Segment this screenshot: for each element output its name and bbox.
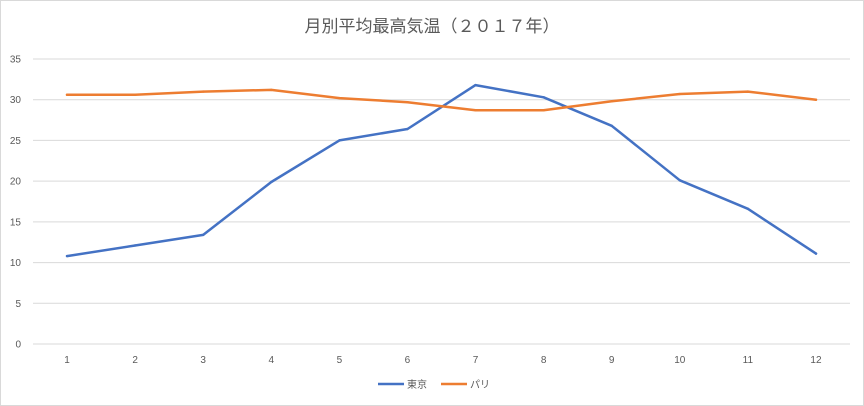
data-point	[678, 92, 681, 96]
data-point	[406, 127, 409, 131]
x-tick-label: 9	[609, 355, 615, 366]
x-tick-label: 6	[405, 355, 411, 366]
x-tick-label: 10	[674, 355, 686, 366]
data-point	[746, 207, 750, 211]
legend-label: 東京	[407, 378, 427, 391]
y-tick-label: 0	[15, 340, 21, 351]
y-tick-label: 5	[15, 299, 21, 310]
data-point	[133, 244, 137, 247]
data-point	[474, 109, 477, 112]
data-point	[406, 100, 409, 104]
legend-label: パリ	[470, 379, 490, 391]
x-tick-label: 2	[132, 355, 138, 366]
data-point	[270, 180, 273, 184]
data-point	[338, 139, 341, 142]
data-point	[270, 88, 273, 92]
data-point	[610, 100, 613, 103]
series-line-0	[65, 83, 818, 258]
legend: 東京 パリ	[378, 378, 490, 391]
x-tick-label: 5	[337, 355, 343, 366]
data-point	[65, 254, 69, 258]
data-point	[610, 124, 613, 127]
x-tick-label: 4	[269, 355, 275, 366]
gridlines	[33, 58, 850, 345]
data-point	[202, 233, 205, 237]
x-tick-label: 8	[541, 355, 547, 366]
data-point	[678, 179, 681, 182]
y-tick-label: 10	[10, 258, 22, 269]
data-point	[474, 83, 477, 87]
x-tick-label: 7	[473, 355, 479, 366]
data-point	[814, 98, 818, 101]
data-point	[338, 96, 341, 100]
data-point	[542, 109, 545, 112]
y-axis-ticks: 0 5 10 15 20 25 30 35	[10, 55, 22, 351]
series-line-1	[65, 88, 818, 112]
chart-title: 月別平均最高気温（２０１７年）	[305, 17, 560, 37]
data-point	[542, 96, 545, 99]
y-tick-label: 20	[10, 177, 22, 188]
data-point	[746, 90, 750, 93]
y-tick-label: 25	[10, 136, 22, 147]
y-tick-label: 15	[10, 217, 22, 228]
series-lines	[65, 83, 818, 258]
x-tick-label: 1	[64, 355, 70, 366]
y-tick-label: 30	[10, 95, 22, 106]
data-point	[814, 252, 818, 255]
x-axis-ticks: 1 2 3 4 5 6 7 8 9 10 11 12	[64, 355, 822, 366]
x-tick-label: 12	[810, 355, 822, 366]
data-point	[133, 93, 137, 97]
data-point	[202, 90, 205, 93]
data-point	[65, 93, 69, 97]
x-tick-label: 11	[743, 355, 754, 366]
x-tick-label: 3	[200, 355, 206, 366]
y-tick-label: 35	[10, 55, 22, 66]
